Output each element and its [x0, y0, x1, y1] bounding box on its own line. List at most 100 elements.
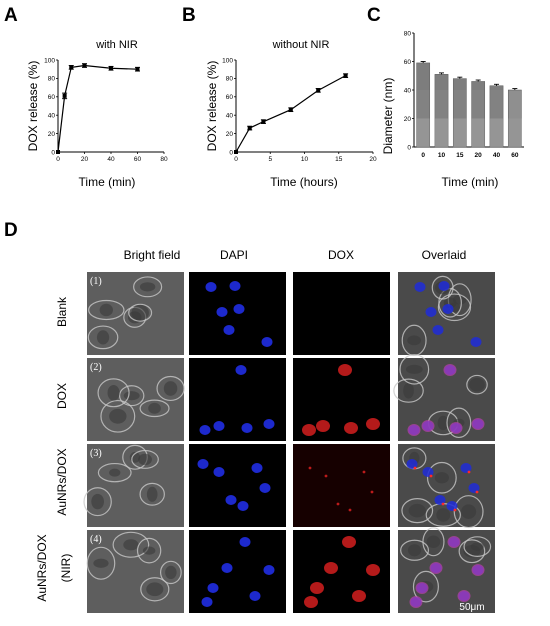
chart-b-ytick-label: 20	[226, 131, 234, 138]
chart-c-bar-band	[416, 90, 430, 119]
chart-a-data-point	[62, 93, 67, 98]
chart-c-bar-band	[434, 90, 449, 119]
dox-signal	[366, 564, 380, 576]
chart-a-ytick-label: 60	[48, 94, 56, 101]
row-number: (3)	[90, 448, 102, 459]
dox-signal	[352, 590, 366, 602]
column-header-bright-field: Bright field	[124, 248, 181, 262]
chart-c-category-label: 20	[475, 152, 483, 159]
nucleus-blue	[205, 282, 217, 292]
column-header-dapi: DAPI	[220, 248, 248, 262]
cell-body	[408, 503, 426, 518]
nucleus-blue	[249, 591, 261, 601]
dox-signal	[407, 424, 421, 436]
cell-body	[91, 493, 105, 510]
chart-c-bar-band	[508, 118, 522, 147]
cell-body	[407, 544, 422, 557]
nucleus-blue	[225, 495, 237, 505]
chart-c-category-label: 60	[511, 152, 519, 159]
chart-b-ytick-label: 100	[222, 57, 233, 64]
cell-body	[437, 415, 449, 431]
cell-body	[436, 508, 451, 522]
micrograph-tile	[293, 272, 390, 355]
cell-outline	[86, 546, 116, 580]
cell-body	[96, 330, 110, 345]
cell-body	[461, 504, 477, 519]
dox-speck	[441, 502, 445, 506]
chart-a-ytick-label: 0	[51, 149, 55, 156]
nucleus-blue	[251, 463, 263, 473]
dox-signal	[409, 596, 423, 608]
nucleus-blue	[241, 423, 253, 433]
nucleus-blue	[422, 467, 434, 477]
nucleus-blue	[239, 537, 251, 547]
cell-outline	[160, 560, 182, 585]
chart-b-data-point	[288, 107, 293, 112]
chart-b-series-line	[235, 75, 346, 153]
nucleus-blue	[434, 495, 446, 505]
chart-c-ylabel: Diameter (nm)	[381, 78, 395, 155]
dox-speck	[308, 466, 312, 470]
chart-a-data-point	[69, 65, 74, 70]
chart-c-category-label: 0	[421, 152, 425, 159]
chart-c-ytick-label: 60	[404, 59, 412, 66]
cell-outline	[100, 399, 136, 433]
chart-a-xtick-label: 40	[107, 156, 115, 163]
chart-b-xlabel: Time (hours)	[270, 175, 338, 189]
cell-body	[426, 535, 441, 548]
micrograph-tile	[293, 444, 390, 527]
nucleus-blue	[446, 501, 458, 511]
cell-outline	[97, 378, 130, 408]
micrograph-grid: (1) (2) (3) (4)	[83, 272, 495, 613]
chart-a-xtick-label: 80	[160, 156, 168, 163]
chart-b-xtick-label: 5	[268, 156, 272, 163]
dox-signal	[310, 582, 324, 594]
row-number: (4)	[90, 534, 102, 545]
chart-a-title: with NIR	[95, 39, 138, 51]
chart-a-data-point	[135, 67, 140, 72]
chart-c-bar-band	[453, 78, 467, 90]
chart-c-ytick-label: 40	[404, 87, 412, 94]
chart-b-ylabel: DOX release (%)	[205, 61, 219, 152]
cell-outline	[118, 385, 145, 407]
cell-body	[163, 381, 178, 396]
nucleus-blue	[414, 282, 426, 292]
cell-outline	[463, 536, 492, 557]
panel-letter-a: A	[4, 5, 18, 26]
chart-b: without NIR DOX release (%) Time (hours)…	[205, 39, 377, 189]
nucleus-blue	[213, 421, 225, 431]
chart-c-bar-band	[453, 118, 467, 147]
nucleus-blue	[263, 565, 275, 575]
dox-signal	[449, 422, 463, 434]
row-number: (1)	[90, 276, 102, 287]
nucleus-blue	[425, 307, 437, 317]
chart-b-data-point	[343, 73, 348, 78]
chart-b-data-point	[234, 150, 238, 154]
cell-outline	[87, 325, 119, 350]
cell-body	[123, 391, 140, 401]
cell-outline	[466, 374, 488, 395]
cell-body	[148, 402, 161, 414]
dox-signal	[471, 418, 485, 430]
chart-a-xlabel: Time (min)	[79, 175, 136, 189]
dox-signal	[304, 596, 318, 608]
chart-a: with NIR DOX release (%) Time (min) 0 20 4…	[26, 39, 168, 189]
dox-signal	[302, 424, 316, 436]
chart-c-bar-band	[434, 118, 449, 147]
cell-outline	[112, 531, 150, 558]
cell-body	[107, 384, 120, 401]
dox-speck	[348, 508, 352, 512]
chart-c-bar-band	[489, 118, 504, 147]
chart-a-data-point	[56, 150, 60, 154]
dox-speck	[453, 508, 457, 512]
chart-b-data-point	[261, 119, 266, 124]
chart-b-title: without NIR	[272, 39, 330, 51]
dox-signal	[324, 562, 338, 574]
dox-speck	[413, 466, 417, 470]
nucleus-blue	[213, 467, 225, 477]
dox-signal	[471, 564, 485, 576]
chart-b-xtick-label: 0	[234, 156, 238, 163]
dox-speck	[370, 490, 374, 494]
dox-signal	[338, 364, 352, 376]
chart-c-ytick-label: 0	[407, 144, 411, 151]
